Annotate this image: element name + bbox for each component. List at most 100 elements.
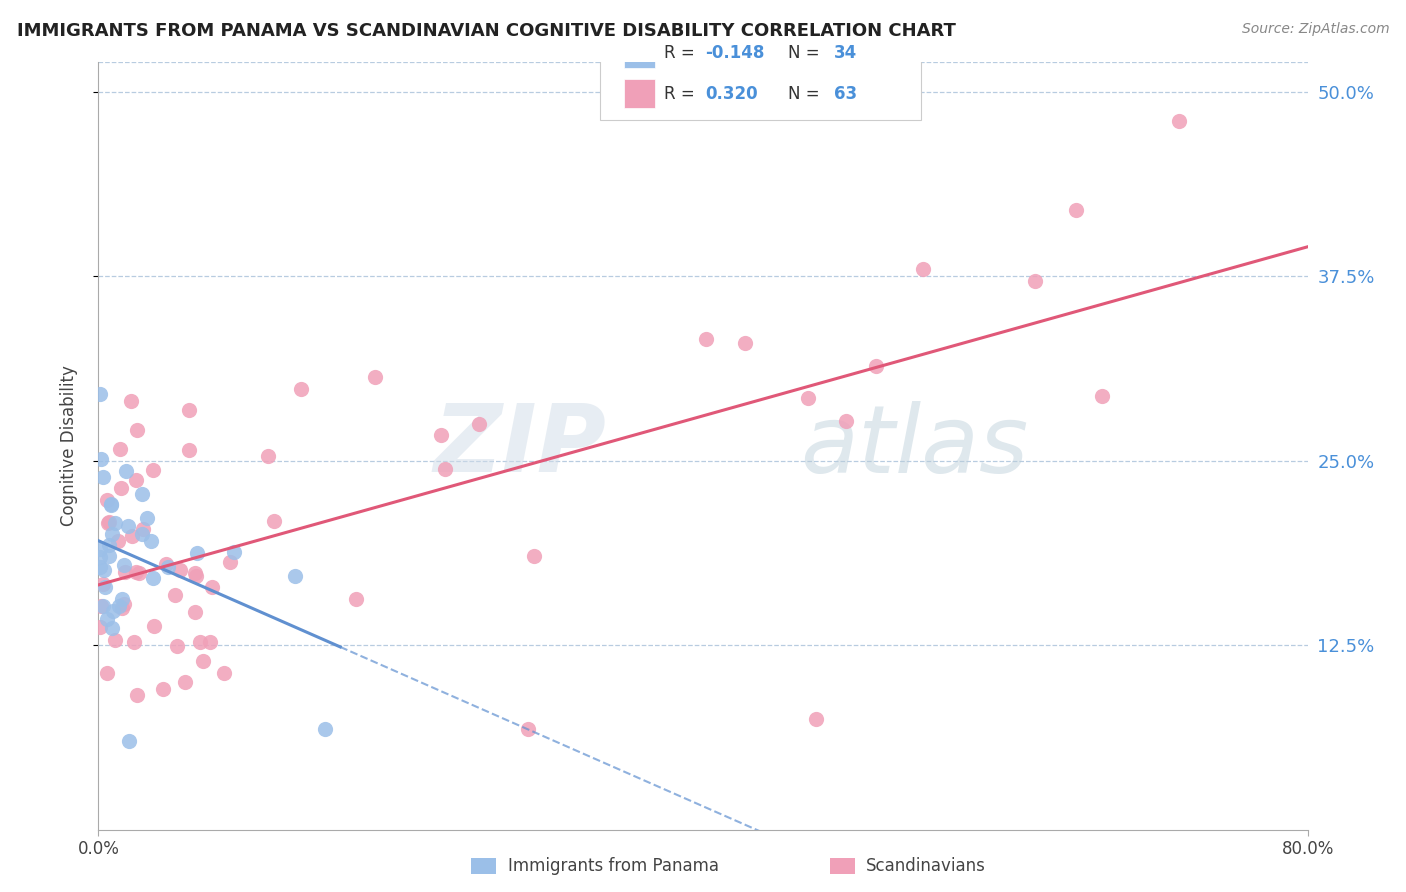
Point xyxy=(96,493,118,508)
Point xyxy=(93,563,115,577)
Point xyxy=(184,566,207,580)
Point xyxy=(290,382,312,396)
Point xyxy=(911,262,934,277)
Point xyxy=(91,577,114,591)
Text: N =: N = xyxy=(787,85,820,103)
Point xyxy=(141,533,163,548)
Text: Source: ZipAtlas.com: Source: ZipAtlas.com xyxy=(1241,22,1389,37)
Point xyxy=(108,442,131,456)
Point xyxy=(89,541,111,556)
Point xyxy=(96,665,118,680)
Point xyxy=(188,634,211,648)
Point xyxy=(112,558,135,572)
Text: IMMIGRANTS FROM PANAMA VS SCANDINAVIAN COGNITIVE DISABILITY CORRELATION CHART: IMMIGRANTS FROM PANAMA VS SCANDINAVIAN C… xyxy=(17,22,956,40)
Point xyxy=(89,559,111,574)
Bar xyxy=(624,38,655,68)
Point xyxy=(118,734,141,748)
Point xyxy=(284,568,307,582)
Point xyxy=(90,452,112,467)
Point xyxy=(173,675,195,690)
Point xyxy=(101,603,124,617)
Point xyxy=(124,634,146,648)
Bar xyxy=(471,858,496,874)
Point xyxy=(191,654,214,668)
Point xyxy=(364,370,387,384)
Point xyxy=(183,605,205,619)
Point xyxy=(169,563,191,577)
Bar xyxy=(830,858,855,874)
Point xyxy=(155,557,177,571)
Point xyxy=(100,498,122,512)
Point xyxy=(179,442,201,457)
Point xyxy=(1024,274,1046,288)
Point xyxy=(734,335,756,350)
Point xyxy=(142,619,165,633)
Text: Immigrants from Panama: Immigrants from Panama xyxy=(508,857,718,875)
Point xyxy=(1091,389,1114,403)
Point xyxy=(100,497,122,511)
Point xyxy=(125,688,148,702)
Point xyxy=(104,516,127,531)
Point xyxy=(177,402,200,417)
Point xyxy=(121,529,143,543)
Point xyxy=(219,556,242,570)
Point xyxy=(97,538,120,552)
Point xyxy=(115,464,138,478)
Point xyxy=(91,470,114,484)
Point xyxy=(186,545,208,559)
Point xyxy=(468,417,491,432)
Point xyxy=(152,682,174,697)
Point xyxy=(201,581,224,595)
Point xyxy=(523,549,546,563)
Point xyxy=(114,565,136,579)
Point xyxy=(98,549,121,563)
Point xyxy=(91,599,114,613)
Point xyxy=(163,588,186,602)
Point xyxy=(125,565,148,579)
Point xyxy=(256,449,278,463)
Point xyxy=(101,527,124,541)
Point xyxy=(111,601,134,615)
Text: N =: N = xyxy=(787,45,820,62)
Text: 63: 63 xyxy=(834,85,856,103)
Point xyxy=(344,592,367,607)
Point xyxy=(111,591,134,606)
Point xyxy=(1168,114,1191,128)
Point xyxy=(104,632,127,647)
Point xyxy=(142,463,165,477)
Y-axis label: Cognitive Disability: Cognitive Disability xyxy=(59,366,77,526)
Text: atlas: atlas xyxy=(800,401,1028,491)
Point xyxy=(224,545,246,559)
Point xyxy=(89,550,111,565)
Text: Scandinavians: Scandinavians xyxy=(866,857,986,875)
Point xyxy=(214,666,236,681)
Point xyxy=(101,621,124,635)
Text: R =: R = xyxy=(664,45,695,62)
Point xyxy=(434,461,457,475)
Point xyxy=(430,428,453,442)
Point xyxy=(127,423,149,437)
Point xyxy=(136,511,159,525)
Point xyxy=(184,568,207,582)
Text: 34: 34 xyxy=(834,45,856,62)
Point xyxy=(112,597,135,611)
Point xyxy=(835,414,858,428)
FancyBboxPatch shape xyxy=(600,21,921,120)
Point xyxy=(117,519,139,533)
Bar xyxy=(624,79,655,108)
Point xyxy=(797,392,820,406)
Point xyxy=(90,599,112,614)
Point xyxy=(107,534,129,549)
Point xyxy=(128,566,150,581)
Point xyxy=(1066,202,1088,217)
Point xyxy=(695,332,717,346)
Point xyxy=(804,712,827,726)
Point xyxy=(108,599,131,613)
Point xyxy=(96,612,118,626)
Text: 0.320: 0.320 xyxy=(706,85,758,103)
Point xyxy=(120,394,142,409)
Point xyxy=(93,580,115,594)
Point xyxy=(132,522,155,536)
Point xyxy=(98,515,121,529)
Text: ZIP: ZIP xyxy=(433,400,606,492)
